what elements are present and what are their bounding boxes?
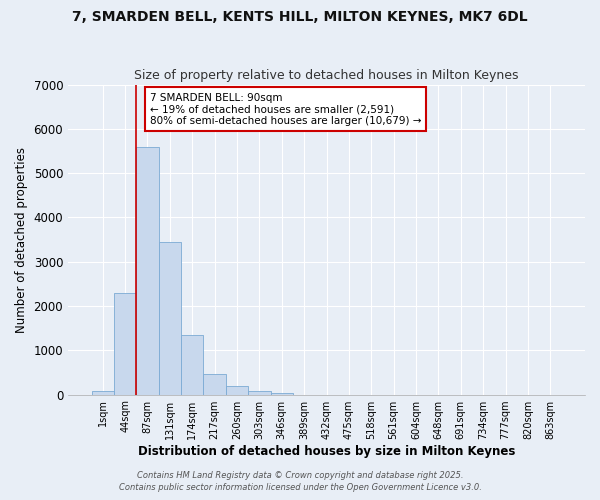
Bar <box>114 292 136 394</box>
Bar <box>181 335 203 394</box>
Bar <box>203 374 226 394</box>
Bar <box>271 393 293 394</box>
Text: 7 SMARDEN BELL: 90sqm
← 19% of detached houses are smaller (2,591)
80% of semi-d: 7 SMARDEN BELL: 90sqm ← 19% of detached … <box>150 92 421 126</box>
X-axis label: Distribution of detached houses by size in Milton Keynes: Distribution of detached houses by size … <box>138 444 515 458</box>
Title: Size of property relative to detached houses in Milton Keynes: Size of property relative to detached ho… <box>134 69 519 82</box>
Text: Contains HM Land Registry data © Crown copyright and database right 2025.
Contai: Contains HM Land Registry data © Crown c… <box>119 471 481 492</box>
Text: 7, SMARDEN BELL, KENTS HILL, MILTON KEYNES, MK7 6DL: 7, SMARDEN BELL, KENTS HILL, MILTON KEYN… <box>72 10 528 24</box>
Bar <box>248 390 271 394</box>
Bar <box>136 146 158 394</box>
Bar <box>92 391 114 394</box>
Bar <box>226 386 248 394</box>
Bar <box>158 242 181 394</box>
Y-axis label: Number of detached properties: Number of detached properties <box>15 146 28 332</box>
